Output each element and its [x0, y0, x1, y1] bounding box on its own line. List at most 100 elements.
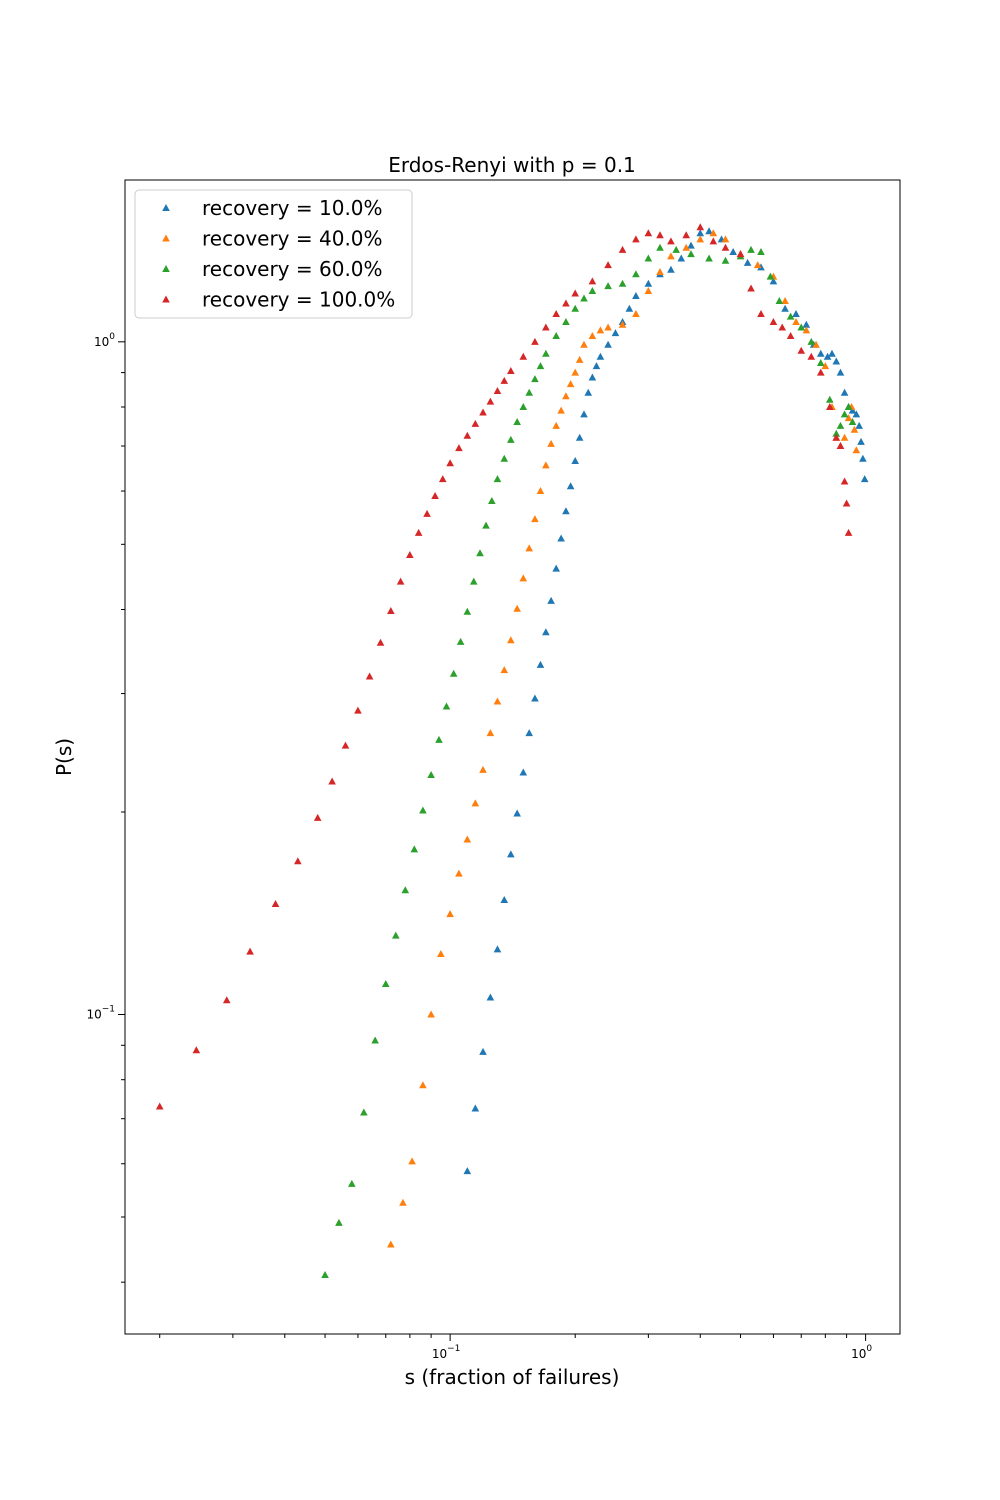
data-point — [687, 250, 695, 258]
data-point — [513, 417, 521, 425]
data-point — [832, 429, 841, 437]
data-point — [552, 421, 560, 429]
y-axis-label: P(s) — [52, 738, 76, 776]
data-point — [825, 395, 834, 403]
data-point — [580, 294, 588, 302]
data-point — [571, 304, 579, 312]
data-point — [781, 296, 789, 304]
data-point — [542, 323, 550, 331]
data-point — [721, 256, 730, 264]
plot-area — [125, 180, 900, 1334]
data-point — [618, 279, 627, 287]
data-point — [757, 309, 765, 317]
data-point — [721, 243, 730, 251]
data-point — [769, 277, 778, 285]
data-point — [488, 496, 496, 504]
data-point — [446, 459, 454, 467]
data-point — [832, 357, 841, 365]
data-point — [435, 735, 443, 743]
series-layer — [155, 223, 869, 1278]
data-point — [781, 304, 789, 312]
data-point — [836, 442, 845, 450]
data-point — [840, 433, 849, 441]
data-point — [848, 406, 857, 414]
data-point — [442, 702, 451, 710]
data-point — [500, 895, 509, 903]
data-point — [696, 229, 705, 237]
data-point — [709, 229, 718, 237]
data-point — [562, 507, 570, 515]
data-point — [682, 243, 690, 251]
legend-marker — [162, 295, 170, 303]
data-point — [667, 265, 675, 273]
data-point — [479, 765, 487, 773]
y-tick-label: 10−1 — [86, 1005, 115, 1022]
data-point — [580, 410, 588, 418]
data-point — [419, 806, 427, 814]
data-point — [479, 408, 487, 416]
data-point — [580, 340, 588, 348]
data-point — [848, 417, 857, 425]
data-point — [246, 947, 254, 955]
data-point — [406, 551, 414, 559]
data-point — [860, 475, 869, 483]
data-point — [836, 421, 845, 429]
data-point — [812, 340, 820, 348]
data-point — [381, 980, 390, 988]
data-point — [747, 245, 755, 253]
data-point — [682, 231, 690, 239]
data-point — [611, 329, 620, 337]
data-point — [155, 1102, 164, 1110]
data-point — [525, 729, 534, 737]
data-point — [656, 267, 664, 275]
data-point — [792, 318, 800, 326]
data-point — [588, 373, 597, 381]
data-point — [542, 461, 550, 469]
data-point — [552, 564, 560, 572]
data-point — [644, 254, 653, 262]
data-point — [500, 666, 509, 674]
data-point — [566, 482, 575, 490]
legend: recovery = 10.0% recovery = 40.0% recovery… — [134, 189, 413, 319]
legend-box — [134, 189, 413, 319]
data-point — [476, 549, 484, 557]
data-point — [667, 252, 675, 260]
data-point — [696, 235, 705, 243]
legend-label: recovery = 100.0% — [202, 288, 395, 312]
data-point — [335, 1218, 343, 1226]
data-point — [852, 446, 861, 454]
data-point — [792, 309, 800, 317]
data-point — [797, 346, 806, 354]
data-point — [721, 235, 730, 243]
data-point — [769, 318, 778, 326]
data-point — [525, 544, 534, 552]
data-point — [493, 945, 502, 953]
data-point — [596, 326, 605, 334]
legend-label: recovery = 10.0% — [202, 196, 383, 220]
data-point — [588, 277, 597, 285]
data-point — [592, 362, 601, 370]
x-tick-label: 100 — [851, 1344, 872, 1361]
data-point — [507, 850, 515, 858]
data-point — [519, 352, 528, 360]
data-point — [536, 660, 545, 668]
data-point — [832, 433, 841, 441]
data-point — [531, 337, 539, 345]
data-point — [753, 261, 762, 269]
data-point — [463, 1167, 472, 1175]
data-point — [455, 444, 463, 452]
data-point — [536, 487, 545, 495]
data-point — [414, 528, 423, 536]
series-1 — [463, 227, 869, 1175]
data-point — [328, 777, 336, 785]
data-point — [387, 606, 395, 614]
data-point — [222, 996, 231, 1004]
data-point — [479, 1047, 487, 1055]
data-point — [757, 263, 765, 271]
series-3 — [321, 243, 857, 1278]
data-point — [588, 286, 597, 294]
data-point — [852, 410, 861, 418]
data-point — [571, 457, 579, 465]
data-point — [500, 454, 509, 462]
